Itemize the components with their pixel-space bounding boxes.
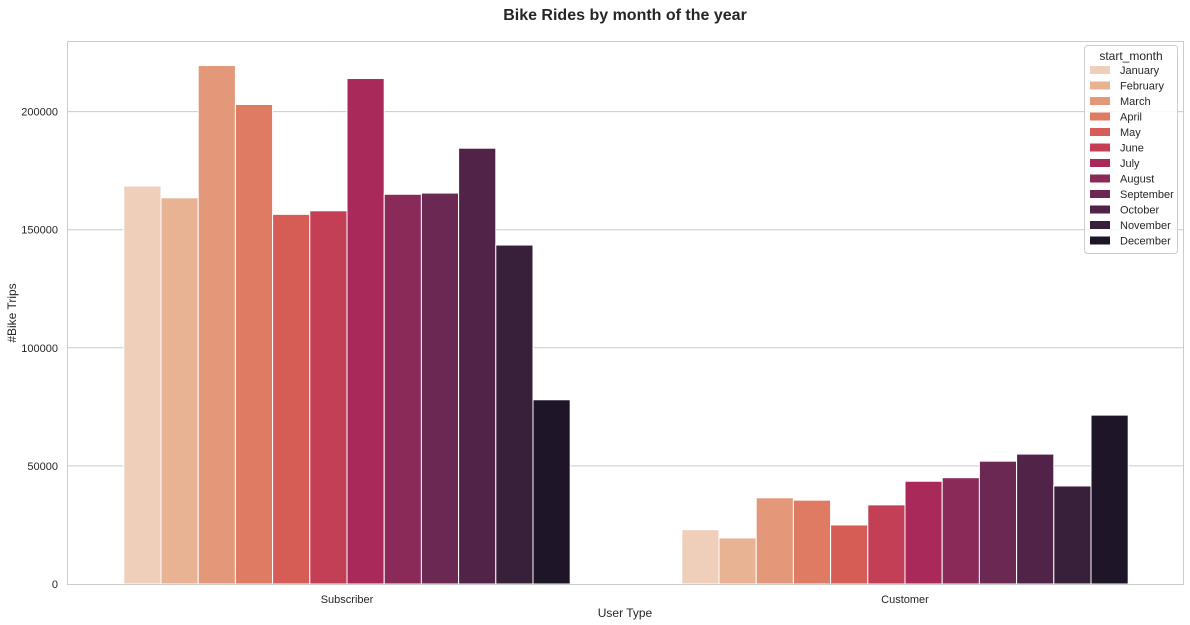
legend-swatch xyxy=(1090,143,1110,152)
bar-subscriber-may xyxy=(272,213,311,585)
bar-subscriber-february xyxy=(160,197,199,585)
legend-swatch xyxy=(1090,236,1110,245)
bar-customer-december xyxy=(1090,414,1129,585)
legend-item-october: October xyxy=(1120,205,1159,217)
legend-item-march: March xyxy=(1120,96,1151,108)
bar-subscriber-september xyxy=(420,192,460,585)
y-tick-label: 150000 xyxy=(21,225,58,237)
bar-subscriber-october xyxy=(458,147,497,585)
legend-item-november: November xyxy=(1120,220,1171,232)
legend-item-december: December xyxy=(1120,236,1171,248)
y-tick-label: 0 xyxy=(52,579,58,591)
bars xyxy=(123,65,1129,585)
legend-swatch xyxy=(1090,221,1110,229)
bar-customer-september xyxy=(978,460,1018,585)
bar-subscriber-june xyxy=(309,210,348,585)
plot-frame xyxy=(67,41,1184,585)
legend-item-august: August xyxy=(1120,174,1154,186)
bar-customer-july xyxy=(904,480,943,585)
y-tick-label: 50000 xyxy=(27,461,58,473)
bar-customer-may xyxy=(830,524,869,585)
y-axis-ticks: 0 50000 100000 150000 200000 xyxy=(21,107,58,591)
x-tick-label: Customer xyxy=(881,594,929,606)
bar-subscriber-december xyxy=(532,399,571,585)
legend-swatch xyxy=(1090,205,1110,214)
bar-customer-march xyxy=(755,497,794,585)
y-axis-label: #Bike Trips xyxy=(5,283,19,342)
legend-swatch xyxy=(1090,66,1110,74)
legend-item-may: May xyxy=(1120,127,1141,139)
bar-subscriber-november xyxy=(495,244,534,585)
legend-item-june: June xyxy=(1120,143,1144,155)
bar-subscriber-july xyxy=(346,78,385,585)
bar-customer-august xyxy=(941,477,980,585)
legend-swatch xyxy=(1090,112,1110,121)
bar-customer-october xyxy=(1016,453,1055,585)
chart-title: Bike Rides by month of the year xyxy=(503,7,747,24)
legend-swatch xyxy=(1090,174,1110,183)
legend-swatch xyxy=(1090,97,1110,105)
legend: start_month January February March April May… xyxy=(1084,45,1178,254)
legend-title: start_month xyxy=(1099,49,1162,63)
legend-swatch xyxy=(1090,128,1110,136)
legend-swatch xyxy=(1090,81,1110,90)
bar-subscriber-january xyxy=(123,185,162,585)
bar-subscriber-april xyxy=(234,104,274,585)
legend-item-september: September xyxy=(1120,189,1174,201)
legend-item-july: July xyxy=(1120,158,1140,170)
x-axis-label: User Type xyxy=(598,606,653,620)
bar-customer-january xyxy=(681,529,720,585)
bar-customer-february xyxy=(718,537,757,585)
legend-item-april: April xyxy=(1120,112,1142,124)
x-tick-label: Subscriber xyxy=(321,594,374,606)
y-tick-label: 200000 xyxy=(21,107,58,119)
bar-subscriber-august xyxy=(383,193,422,585)
bar-subscriber-march xyxy=(197,65,236,585)
legend-item-january: January xyxy=(1120,65,1160,77)
x-axis-ticks: Subscriber Customer xyxy=(321,594,929,606)
bar-customer-november xyxy=(1053,485,1092,585)
bar-customer-june xyxy=(867,504,906,585)
bar-customer-april xyxy=(792,499,832,585)
legend-swatch xyxy=(1090,190,1110,198)
legend-swatch xyxy=(1090,159,1110,167)
y-tick-label: 100000 xyxy=(21,343,58,355)
legend-item-february: February xyxy=(1120,81,1165,93)
